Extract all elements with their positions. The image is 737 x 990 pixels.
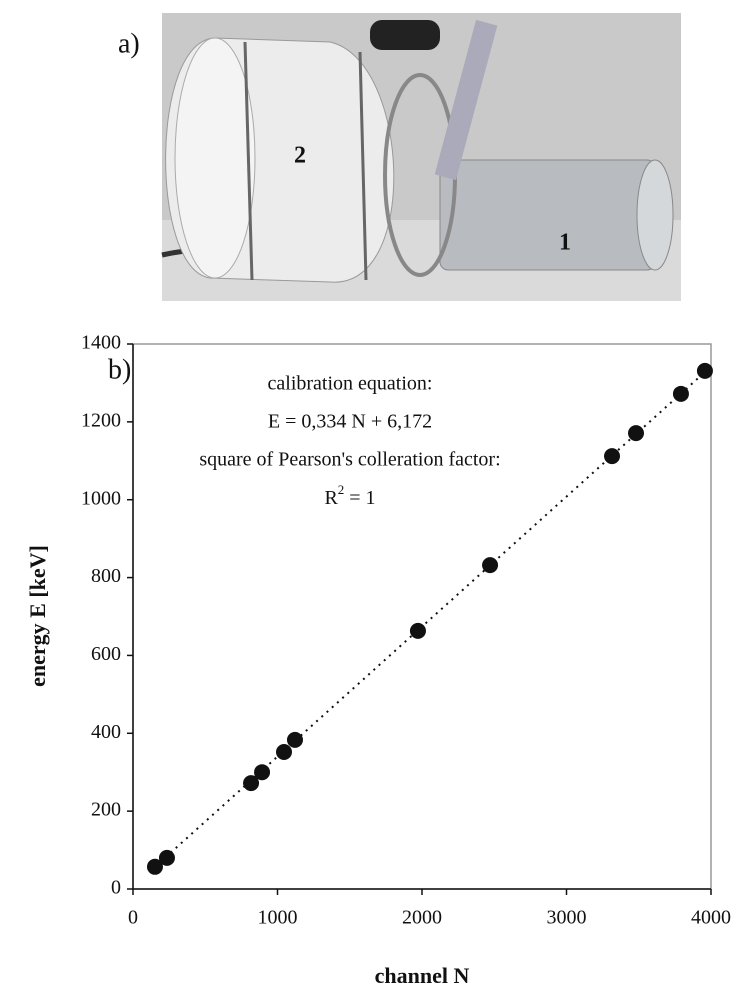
panel-label: a) [118,28,140,59]
y-tick-label: 800 [91,565,121,587]
data-point [482,557,499,574]
y-tick-label: 1400 [81,332,121,354]
y-axis-label: energy E [keV] [25,545,50,687]
data-point [286,731,303,748]
r-exponent: 2 [338,482,345,497]
photo [161,13,681,301]
trend-line [154,371,706,868]
x-tick-label: 1000 [258,907,298,929]
data-point [628,425,645,442]
data-point [672,385,689,402]
data-point [696,362,713,379]
x-tick-label: 0 [128,907,138,929]
data-point [409,622,426,639]
y-tick-label: 600 [91,643,121,665]
data-point [146,858,163,875]
x-axis-label: channel N [375,963,470,988]
annotation: square of Pearson's colleration factor: [199,449,500,471]
data-point [243,775,260,792]
annotation: R2 = 1 [324,482,375,509]
y-tick-label: 1200 [81,409,121,431]
photo-label: 1 [559,230,571,256]
r-text: = 1 [349,487,375,509]
y-tick-label: 0 [111,877,121,899]
x-tick-label: 2000 [402,907,442,929]
data-point [276,743,293,760]
x-tick-label: 3000 [547,907,587,929]
data-point [604,448,621,465]
panel-label: b) [108,354,131,385]
data-point [254,764,271,781]
data-point [158,849,175,866]
photo-label: 2 [294,143,306,169]
x-tick-label: 4000 [691,907,731,929]
annotation: calibration equation: [268,373,433,395]
y-tick-label: 200 [91,799,121,821]
y-tick-label: 1000 [81,487,121,509]
annotation: E = 0,334 N + 6,172 [268,411,432,433]
y-tick-label: 400 [91,721,121,743]
r-symbol: R [324,487,338,509]
